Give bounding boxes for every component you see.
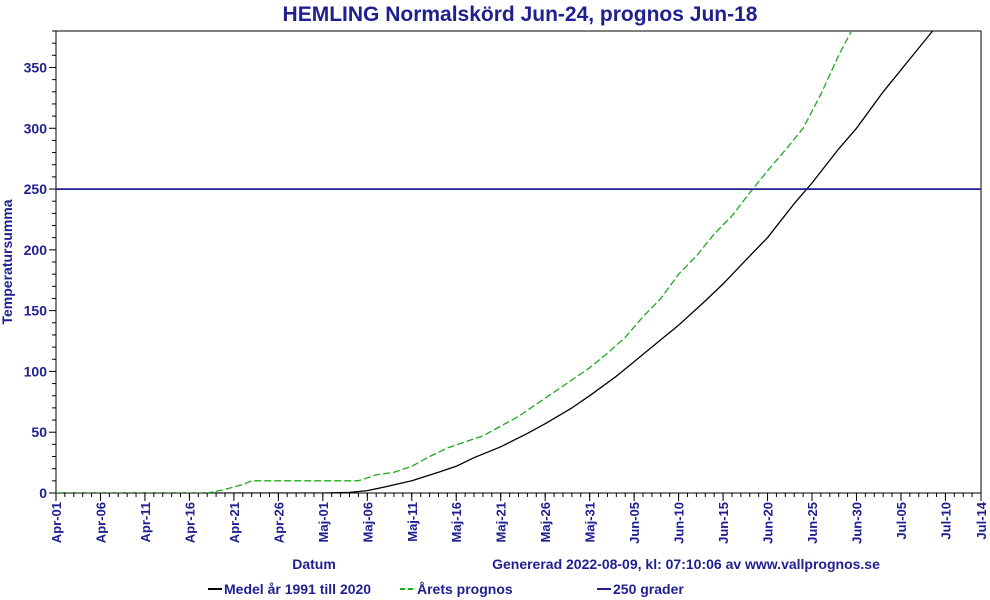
chart-title: HEMLING Normalskörd Jun-24, prognos Jun-… — [283, 3, 758, 26]
y-tick-label: 150 — [24, 303, 48, 319]
x-tick-label: Jun-05 — [627, 502, 642, 544]
x-tick-label: Apr-11 — [138, 502, 153, 542]
y-axis: 0 50 100 150 200 250 300 350 — [24, 30, 56, 501]
plot-frame — [55, 30, 982, 494]
x-tick-label: Maj-06 — [360, 502, 375, 542]
series-line-prognos — [56, 31, 853, 493]
x-tick-label: Maj-16 — [449, 502, 464, 542]
series-line-medel — [56, 31, 934, 493]
y-tick-label: 100 — [24, 363, 48, 379]
x-tick-label: Maj-31 — [583, 502, 598, 542]
x-tick-label: Jul-14 — [974, 501, 989, 539]
x-tick-label: Jun-20 — [761, 502, 776, 544]
x-tick-label: Jun-10 — [672, 502, 687, 544]
legend: Medel år 1991 till 2020 Årets prognos 25… — [208, 581, 684, 597]
generated-footer: Genererad 2022-08-09, kl: 07:10:06 av ww… — [492, 556, 880, 572]
legend-label-250: 250 grader — [613, 581, 684, 597]
x-tick-label: Apr-01 — [49, 502, 64, 543]
x-tick-label: Jul-10 — [938, 502, 953, 540]
x-axis: Apr-01 Apr-06 Apr-11 Apr-16 Apr-21 Apr-26 Maj-… — [49, 493, 989, 544]
x-tick-label: Jun-25 — [805, 502, 820, 544]
x-tick-label: Apr-06 — [93, 502, 108, 543]
legend-label-medel: Medel år 1991 till 2020 — [224, 581, 371, 597]
x-tick-label: Jun-30 — [849, 502, 864, 544]
y-tick-label: 50 — [31, 424, 47, 440]
x-tick-label: Maj-11 — [405, 502, 420, 542]
y-tick-label: 0 — [39, 485, 47, 501]
y-axis-label: Temperatursumma — [0, 199, 15, 324]
x-tick-label: Apr-16 — [182, 502, 197, 543]
x-tick-label: Maj-21 — [494, 502, 509, 542]
y-tick-label: 200 — [24, 242, 48, 258]
x-tick-label: Jun-15 — [716, 502, 731, 544]
x-tick-label: Jul-05 — [894, 502, 909, 540]
x-axis-label: Datum — [292, 556, 336, 572]
y-tick-label: 300 — [24, 120, 48, 136]
x-tick-label: Maj-01 — [316, 502, 331, 542]
y-tick-label: 350 — [24, 59, 48, 75]
x-tick-label: Apr-26 — [271, 502, 286, 543]
legend-label-prognos: Årets prognos — [417, 581, 513, 597]
x-tick-label: Apr-21 — [227, 502, 242, 543]
x-tick-label: Maj-26 — [538, 502, 553, 542]
series-layer — [56, 31, 981, 493]
y-tick-label: 250 — [24, 181, 48, 197]
